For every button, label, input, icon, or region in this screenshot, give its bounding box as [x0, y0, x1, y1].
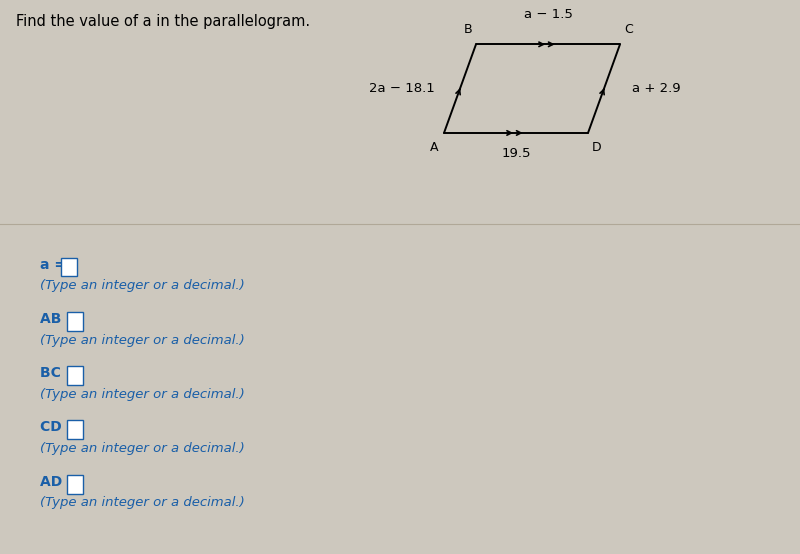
Text: (Type an integer or a decimal.): (Type an integer or a decimal.)	[40, 496, 245, 509]
Text: (Type an integer or a decimal.): (Type an integer or a decimal.)	[40, 388, 245, 401]
Bar	[67, 420, 83, 439]
Text: (Type an integer or a decimal.): (Type an integer or a decimal.)	[40, 334, 245, 346]
Text: 2a − 18.1: 2a − 18.1	[369, 82, 434, 95]
Text: a =: a =	[40, 258, 66, 271]
Bar	[67, 475, 83, 494]
Text: C: C	[624, 23, 633, 36]
Text: BC =: BC =	[40, 366, 78, 380]
Text: a + 2.9: a + 2.9	[632, 82, 681, 95]
Text: (Type an integer or a decimal.): (Type an integer or a decimal.)	[40, 279, 245, 292]
Text: 19.5: 19.5	[502, 147, 530, 160]
Text: A: A	[430, 141, 438, 154]
Text: a − 1.5: a − 1.5	[523, 8, 573, 21]
Bar	[62, 258, 78, 276]
Text: AD =: AD =	[40, 475, 78, 489]
Bar	[67, 366, 83, 385]
Bar	[67, 312, 83, 331]
Text: CD =: CD =	[40, 420, 78, 434]
Text: Find the value of a in the parallelogram.: Find the value of a in the parallelogram…	[16, 14, 310, 29]
Text: (Type an integer or a decimal.): (Type an integer or a decimal.)	[40, 442, 245, 455]
Text: D: D	[592, 141, 602, 154]
Text: B: B	[463, 23, 472, 36]
Text: AB =: AB =	[40, 312, 78, 326]
